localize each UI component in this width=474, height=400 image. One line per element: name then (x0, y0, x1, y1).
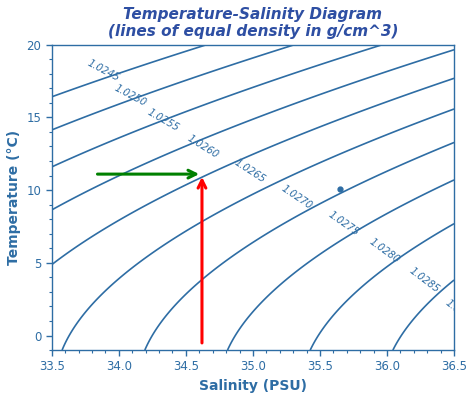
Text: 1.0280: 1.0280 (367, 237, 401, 266)
Text: 1.0250: 1.0250 (112, 83, 148, 108)
Text: 1.0245: 1.0245 (85, 58, 121, 84)
Text: 1.0265: 1.0265 (233, 158, 268, 185)
Text: 1.0285: 1.0285 (407, 266, 441, 295)
Y-axis label: Temperature (°C): Temperature (°C) (7, 130, 21, 265)
Text: 1.0290: 1.0290 (443, 298, 474, 327)
Title: Temperature-Salinity Diagram
(lines of equal density in g/cm^3): Temperature-Salinity Diagram (lines of e… (108, 7, 398, 39)
Text: 1.0270: 1.0270 (280, 184, 314, 211)
Text: 1.0260: 1.0260 (186, 133, 221, 160)
Text: 1.0275: 1.0275 (327, 210, 361, 238)
Text: 1.0255: 1.0255 (146, 107, 181, 133)
X-axis label: Salinity (PSU): Salinity (PSU) (199, 379, 307, 393)
